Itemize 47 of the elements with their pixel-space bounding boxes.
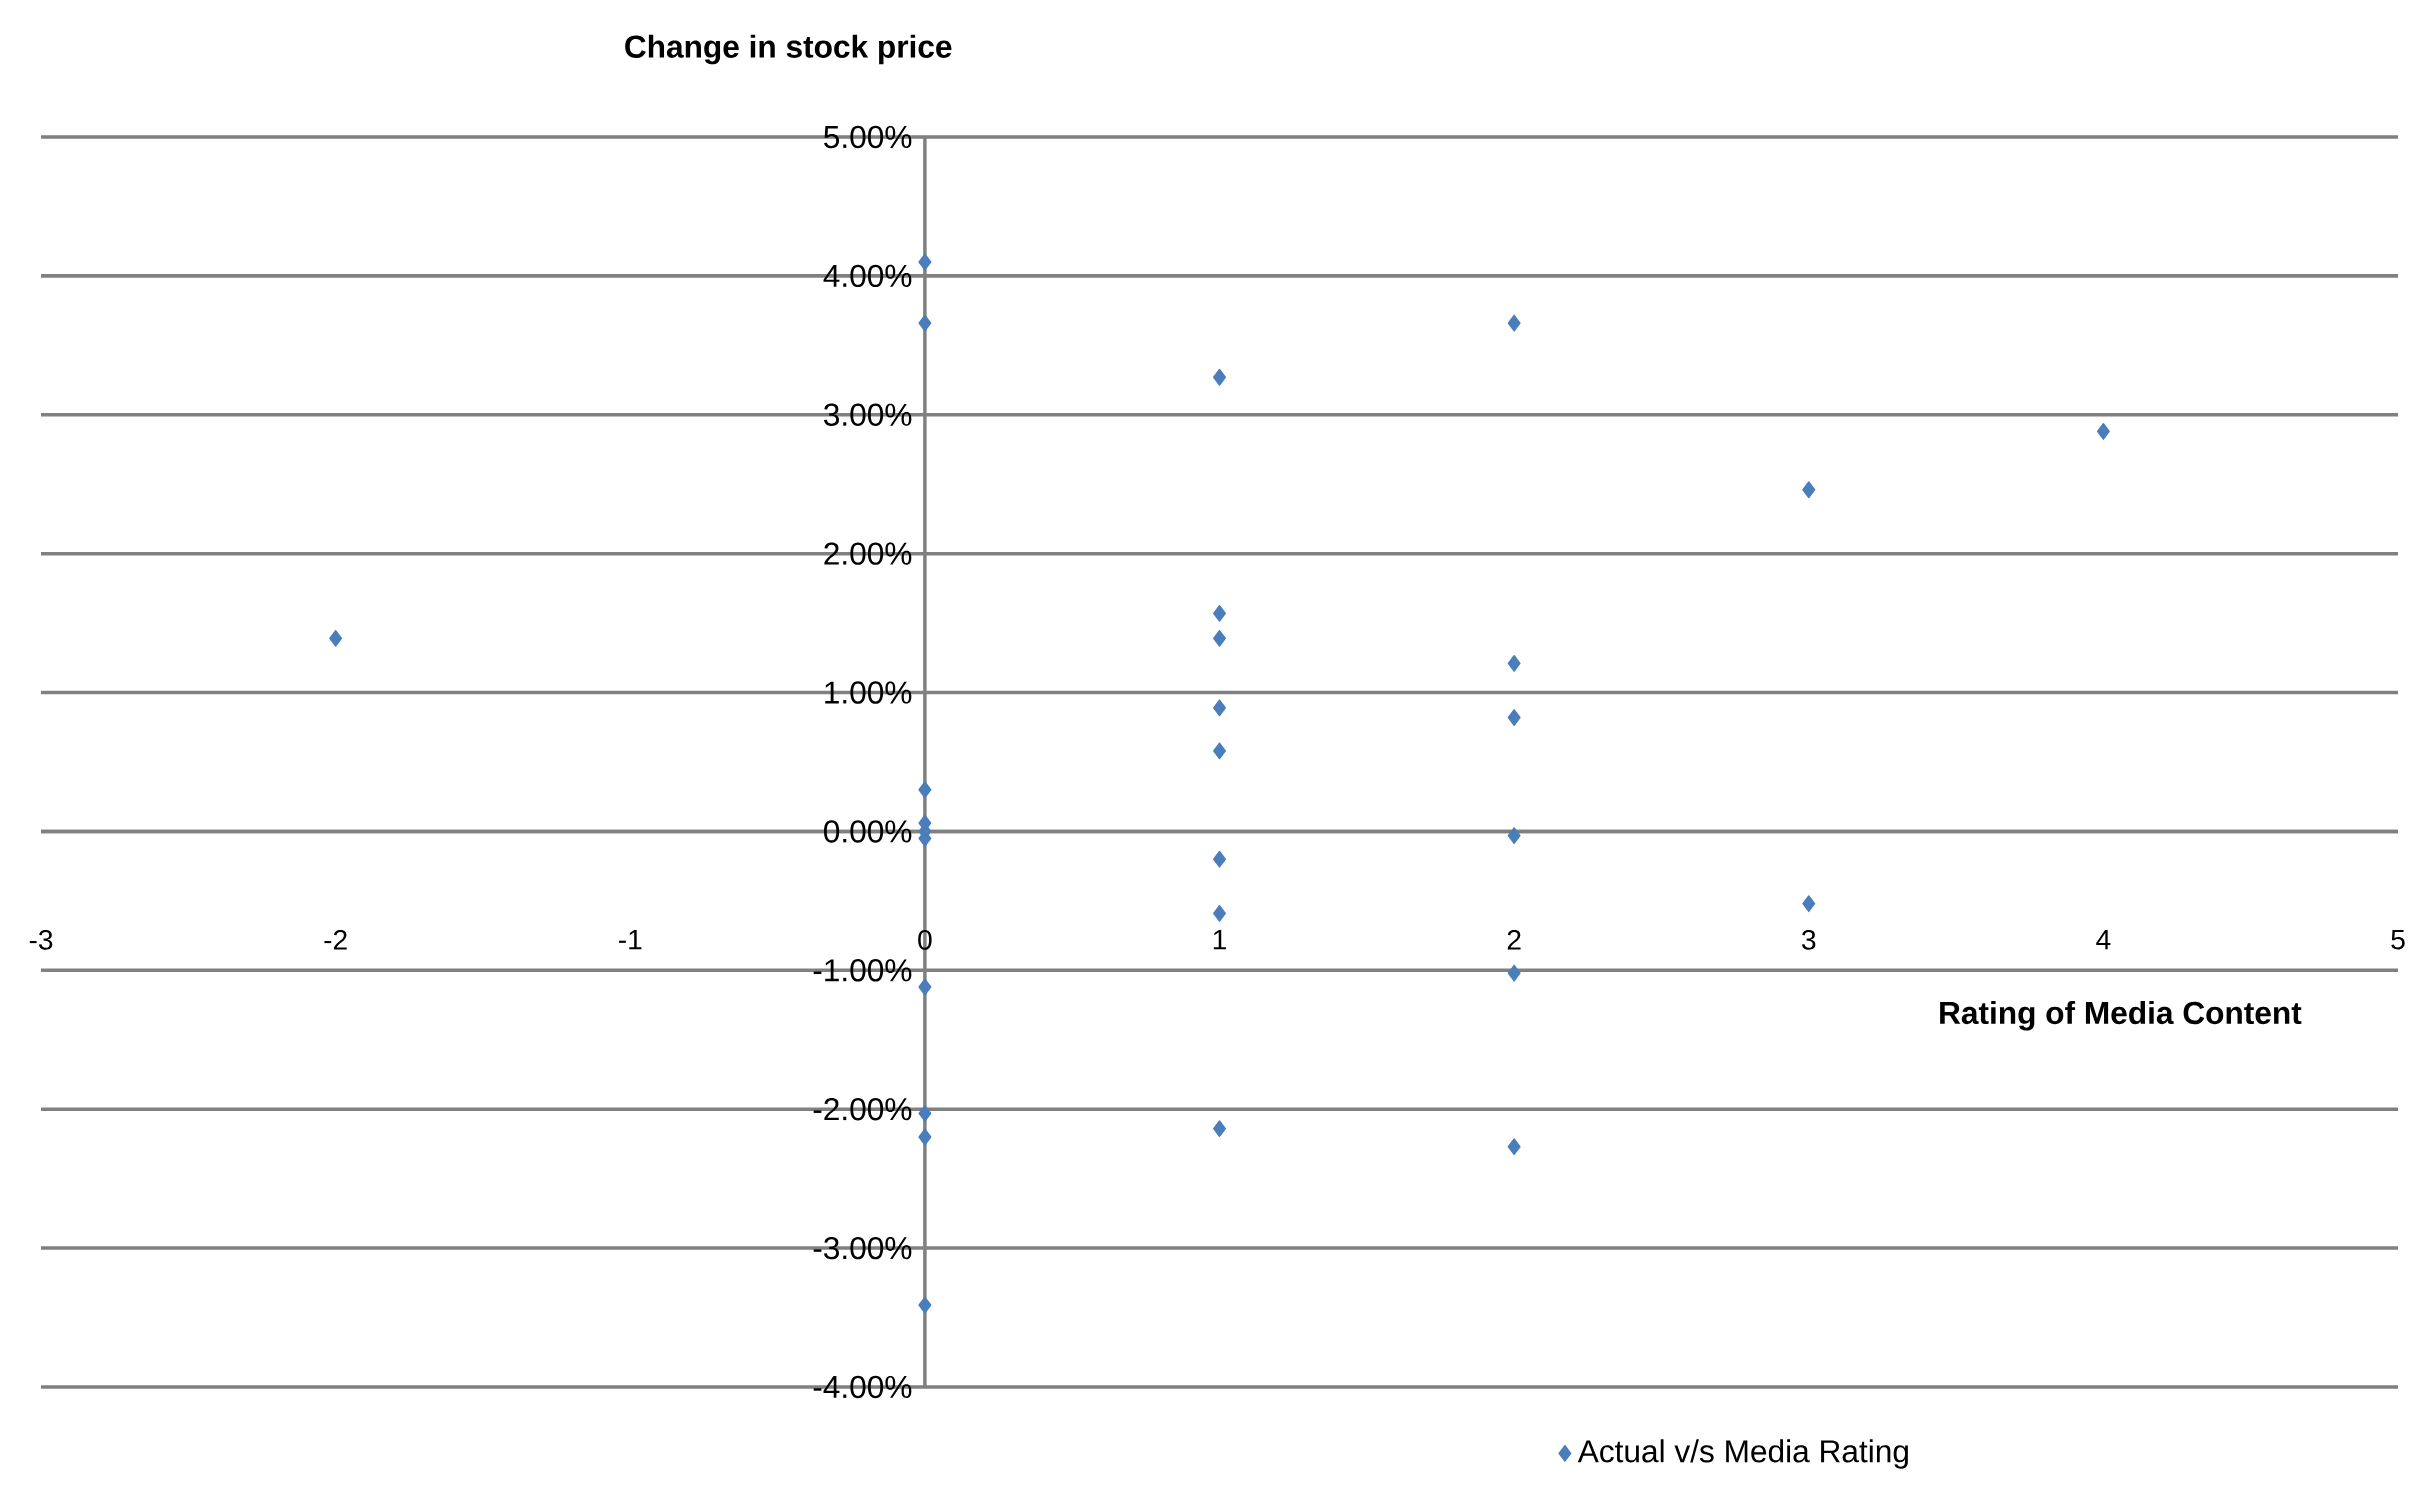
y-tick-label: 4.00% [823,264,912,288]
y-tick-label: 1.00% [825,681,912,704]
x-tick-label: -3 [29,929,53,950]
point [918,253,932,271]
point [1507,964,1521,982]
y-tick-label: 2.00% [824,542,912,565]
x-tick-label: 0 [918,929,932,950]
point [1213,368,1227,386]
point [918,314,932,332]
x-tick-label: -2 [324,929,347,950]
x-tick-label: 5 [2391,929,2405,950]
y-tick-label: 3.00% [824,403,912,426]
point [1213,629,1227,647]
x-tick-label: -1 [619,929,642,950]
point [918,1296,932,1314]
y-tick-label: 5.00% [824,125,912,149]
point [1213,604,1227,622]
x-tick-label: 4 [2096,929,2111,950]
y-axis-title: Change in stock price [625,34,952,65]
y-tick-label: -2.00% [813,1097,912,1121]
y-tick-label: 0.00% [824,820,912,843]
point [1213,904,1227,922]
y-tick-label: -4.00% [813,1375,912,1399]
point [1507,314,1521,332]
point [1213,742,1227,760]
point [2096,422,2110,440]
point [1507,654,1521,672]
point [1507,1138,1521,1156]
point [918,1128,932,1146]
point [918,1104,932,1122]
y-tick-label: -3.00% [813,1236,912,1260]
point [918,781,932,799]
point [1213,1120,1227,1138]
point [1802,895,1816,913]
x-axis-title: Rating of Media Content [1940,1000,2302,1031]
point [1507,709,1521,726]
point [1507,827,1521,845]
point [1213,850,1227,868]
x-tick-label: 2 [1507,929,1521,950]
legend-label: Actual v/s Media Rating [1577,1439,1908,1469]
point [1802,481,1816,499]
point [1213,699,1227,717]
point [329,629,343,647]
y-tick-label: -1.00% [813,959,912,982]
point [918,978,932,996]
x-tick-label: 3 [1802,929,1816,950]
x-tick-label: 1 [1213,929,1226,950]
